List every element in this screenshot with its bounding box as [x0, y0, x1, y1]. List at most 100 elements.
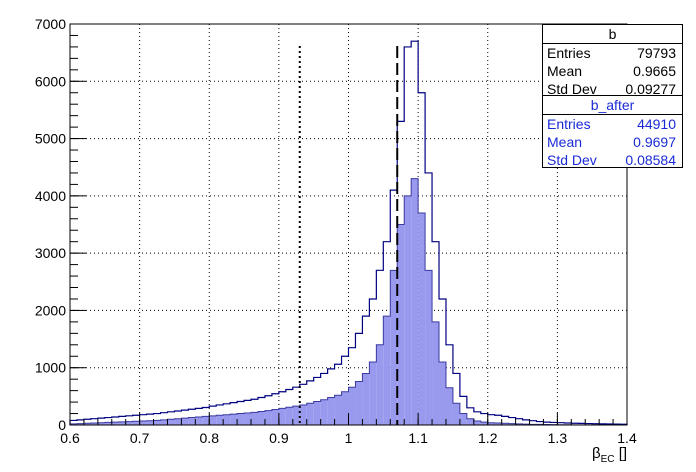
bar-b_after [257, 411, 265, 425]
stats-label: Std Dev [547, 152, 597, 168]
x-tick-label: 0.6 [60, 430, 80, 446]
bar-b_after [466, 418, 474, 425]
outline-b_after [69, 178, 628, 426]
bar-b_after [480, 422, 488, 425]
bar-b_after [230, 414, 238, 425]
stats-box-b: b Entries 79793 Mean 0.9665 Std Dev 0.09277 [542, 24, 683, 99]
bar-b_after [132, 421, 140, 425]
stats-label: Entries [547, 45, 591, 61]
bar-b_after [487, 422, 495, 425]
bar-b_after [237, 413, 245, 425]
stats-label: Entries [547, 116, 591, 132]
y-tick-label: 5000 [35, 131, 66, 147]
stats-row-mean: Mean 0.9665 [543, 62, 682, 80]
y-tick-label: 4000 [35, 188, 66, 204]
bar-b_after [292, 406, 300, 425]
bar-b_after [174, 418, 182, 425]
bar-b_after [125, 421, 133, 425]
stats-label: Mean [547, 134, 583, 150]
stats-row-entries: Entries 79793 [543, 44, 682, 62]
y-axis: 0 1000 2000 3000 4000 5000 6000 7000 [35, 16, 86, 433]
stats-title: b_after [543, 96, 682, 115]
bar-b_after [362, 373, 370, 425]
stats-row-std: Std Dev 0.09277 [543, 80, 682, 98]
bar-b_after [313, 401, 321, 425]
x-tick-label: 1.3 [548, 430, 568, 446]
bar-b_after [146, 420, 154, 425]
bar-b_after [348, 387, 356, 425]
x-tick-label: 0.8 [200, 430, 220, 446]
bar-b_after [355, 381, 363, 425]
bar-b_after [327, 397, 335, 425]
bar-b_after [76, 423, 84, 425]
stats-label: Mean [547, 63, 583, 79]
bar-b_after [341, 391, 349, 425]
outline-b [69, 40, 628, 425]
bar-b_after [153, 420, 161, 425]
x-axis-label-unit: [] [615, 445, 628, 462]
bar-b_after [425, 270, 433, 425]
bar-b_after [244, 412, 252, 425]
bar-b_after [439, 361, 446, 425]
y-tick-label: 7000 [35, 16, 66, 32]
stats-label: Std Dev [547, 81, 597, 97]
bar-b_after [515, 423, 523, 425]
bar-b_after [432, 321, 440, 425]
series-b [69, 40, 628, 425]
x-tick-label: 1.4 [617, 430, 637, 446]
x-axis-label-sub: EC [601, 454, 615, 465]
bar-b_after [404, 195, 412, 425]
stats-value: 0.08584 [625, 152, 676, 168]
bar-b_after [299, 404, 307, 425]
bar-b_after [216, 415, 224, 425]
stats-value: 44910 [637, 116, 676, 132]
bar-b_after [188, 417, 196, 425]
series-b_after [69, 178, 628, 426]
bar-b_after [369, 361, 377, 425]
bar-b_after [70, 423, 77, 425]
bar-b_after [251, 412, 258, 425]
bar-b_after [306, 403, 314, 425]
y-tick-label: 1000 [35, 360, 66, 376]
stats-row-mean: Mean 0.9697 [543, 133, 682, 151]
bar-b_after [397, 224, 405, 425]
bar-b_after [320, 399, 328, 425]
bar-b_after [181, 418, 189, 425]
bar-b_after [390, 270, 398, 425]
bar-b_after [202, 416, 210, 425]
y-tick-label: 2000 [35, 302, 66, 318]
bar-b_after [383, 316, 391, 425]
x-axis-label-main: β [592, 445, 601, 462]
bar-b_after [160, 419, 168, 425]
bar-b_after [494, 422, 502, 425]
bar-b_after [278, 408, 286, 425]
stats-value: 0.9665 [633, 63, 676, 79]
bar-b_after [452, 403, 460, 425]
x-axis: 0.6 0.7 0.8 0.9 1 1.1 1.2 1.3 1.4 [60, 413, 637, 446]
stats-value: 0.9697 [633, 134, 676, 150]
x-tick-label: 1 [345, 430, 353, 446]
x-axis-label: βEC [] [592, 445, 627, 465]
bar-b_after [271, 409, 279, 425]
stats-box-b_after: b_after Entries 44910 Mean 0.9697 Std Dev 0… [542, 95, 683, 168]
bar-b_after [111, 422, 119, 425]
bar-b_after [445, 387, 453, 425]
bar-b_after [264, 410, 272, 425]
y-tick-label: 6000 [35, 73, 66, 89]
bar-b_after [411, 178, 419, 425]
y-tick-label: 0 [58, 417, 66, 433]
y-tick-label: 3000 [35, 245, 66, 261]
x-tick-label: 0.9 [269, 430, 289, 446]
bar-b_after [376, 344, 384, 425]
bar-b_after [473, 420, 481, 425]
stats-value: 0.09277 [625, 81, 676, 97]
bar-b_after [104, 422, 112, 425]
stats-row-entries: Entries 44910 [543, 115, 682, 133]
bar-b_after [508, 423, 516, 425]
bar-b_after [501, 423, 509, 425]
bar-b_after [83, 423, 91, 425]
bar-b_after [139, 420, 147, 425]
stats-value: 79793 [637, 45, 676, 61]
bar-b_after [334, 395, 342, 425]
